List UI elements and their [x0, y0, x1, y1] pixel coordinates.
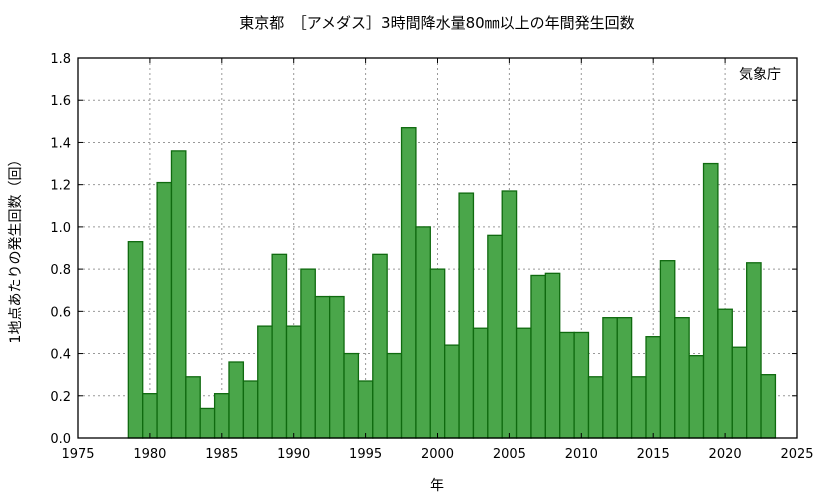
x-tick-label: 2020 — [709, 447, 742, 462]
bar-1983 — [185, 376, 201, 439]
bar-2021 — [731, 346, 748, 439]
bar-2006 — [515, 327, 532, 439]
bar-2023 — [760, 374, 777, 439]
bar-1982 — [170, 150, 187, 439]
bar-1993 — [328, 295, 345, 439]
bar-1994 — [343, 352, 360, 439]
bar-2016 — [659, 260, 676, 439]
chart-title: 東京都 ［アメダス］3時間降水量80㎜以上の年間発生回数 — [239, 14, 634, 32]
bar-2008 — [544, 272, 561, 439]
bar-2009 — [559, 331, 575, 439]
x-tick-label: 2015 — [637, 447, 670, 462]
bar-2003 — [472, 327, 489, 439]
bar-2020 — [717, 308, 733, 439]
x-axis-title: 年 — [430, 478, 444, 494]
bar-2015 — [645, 336, 662, 439]
bar-1999 — [415, 226, 431, 439]
bar-1996 — [372, 253, 388, 439]
bar-1989 — [271, 253, 288, 439]
bar-1984 — [199, 407, 216, 439]
x-tick-label: 1995 — [349, 447, 382, 462]
y-axis-title: 1地点あたりの発生回数（回） — [8, 153, 24, 344]
x-tick-label: 2005 — [493, 447, 526, 462]
y-tick-label: 0.0 — [50, 432, 71, 447]
bar-2010 — [573, 331, 590, 439]
bar-2012 — [602, 317, 618, 439]
bar-1991 — [300, 268, 316, 439]
bar-2002 — [458, 192, 475, 439]
bar-2000 — [429, 268, 446, 439]
x-tick-label: 1980 — [133, 447, 166, 462]
bar-2005 — [501, 190, 518, 439]
x-axis: 1975 1980 1985 1990 1995 2000 2005 2010 2015 2020… — [61, 58, 814, 462]
y-tick-label: 0.2 — [50, 390, 71, 405]
y-tick-label: 1.6 — [50, 94, 71, 109]
bar-1987 — [242, 380, 259, 439]
bar-2017 — [674, 317, 690, 439]
y-tick-label: 0.6 — [50, 305, 71, 320]
bar-1997 — [386, 352, 403, 439]
bar-2014 — [630, 376, 647, 439]
bar-1998 — [400, 127, 417, 439]
x-tick-label: 2010 — [565, 447, 598, 462]
x-tick-label: 2025 — [780, 447, 813, 462]
bar-1992 — [314, 295, 331, 439]
bar-1981 — [156, 181, 173, 439]
y-tick-label: 0.8 — [50, 263, 71, 278]
bar-1986 — [228, 361, 245, 439]
bar-1985 — [213, 393, 230, 439]
bar-1980 — [142, 393, 158, 439]
y-axis: 0.0 0.2 0.4 0.6 0.8 1.0 1.2 1.4 1.6 1.8 — [50, 52, 797, 447]
bars — [127, 127, 777, 439]
x-tick-label: 2000 — [421, 447, 454, 462]
x-tick-label: 1975 — [61, 447, 94, 462]
source-label: 気象庁 — [739, 67, 781, 83]
bar-1990 — [285, 325, 302, 439]
bar-2004 — [487, 234, 503, 439]
bar-2007 — [530, 274, 546, 439]
bar-1988 — [257, 325, 273, 439]
y-tick-label: 1.8 — [50, 52, 71, 67]
bar-2022 — [746, 262, 762, 439]
bar-2013 — [616, 317, 633, 439]
x-tick-label: 1990 — [277, 447, 310, 462]
bar-1995 — [357, 380, 374, 439]
bar-2018 — [688, 355, 705, 439]
x-tick-label: 1985 — [205, 447, 238, 462]
bar-2011 — [587, 376, 604, 439]
y-tick-label: 0.4 — [50, 348, 71, 363]
bar-2001 — [444, 344, 460, 439]
y-tick-label: 1.0 — [50, 221, 71, 236]
bar-1979 — [127, 241, 144, 439]
y-tick-label: 1.4 — [50, 136, 71, 151]
bar-2019 — [702, 162, 719, 439]
y-tick-label: 1.2 — [50, 179, 71, 194]
